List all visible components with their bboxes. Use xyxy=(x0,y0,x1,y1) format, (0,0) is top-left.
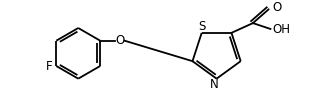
Text: O: O xyxy=(273,1,282,14)
Text: S: S xyxy=(198,20,205,33)
Text: OH: OH xyxy=(273,23,290,36)
Text: N: N xyxy=(210,78,219,91)
Text: O: O xyxy=(115,34,124,47)
Text: F: F xyxy=(46,59,52,72)
